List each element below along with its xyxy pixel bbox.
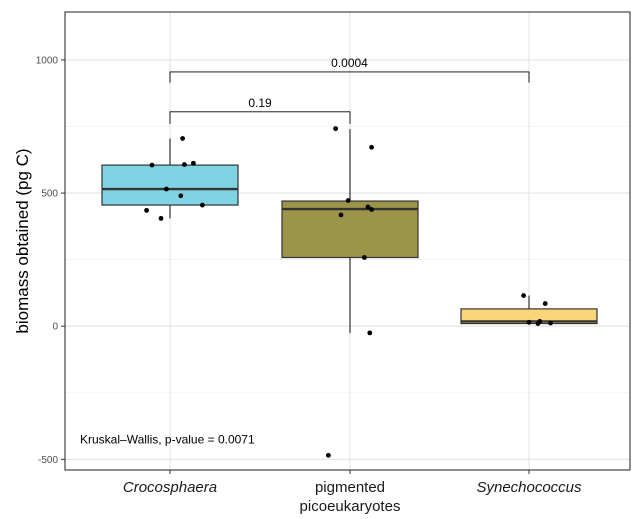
data-point xyxy=(326,452,331,458)
data-point xyxy=(164,186,169,192)
data-point xyxy=(548,320,553,326)
data-point xyxy=(191,160,196,166)
y-tick-label: 0 xyxy=(52,322,58,333)
data-point xyxy=(526,319,532,325)
kruskal-wallis-annotation: Kruskal–Wallis, p-value = 0.0071 xyxy=(80,432,255,446)
comparison-bracket xyxy=(169,71,530,83)
data-point xyxy=(367,330,373,336)
data-point xyxy=(369,144,374,150)
data-point xyxy=(158,215,164,221)
data-point xyxy=(200,202,205,208)
x-tick-label: Synechococcus xyxy=(476,479,582,496)
data-point xyxy=(149,162,155,168)
data-point xyxy=(365,204,371,210)
data-point xyxy=(362,255,367,260)
data-point xyxy=(338,212,344,218)
data-point xyxy=(345,198,351,203)
data-point xyxy=(180,136,186,141)
box-rect xyxy=(101,164,239,206)
x-tick-label: pigmented xyxy=(315,479,385,496)
data-point xyxy=(178,193,184,199)
comparison-pvalue: 0.0004 xyxy=(331,56,368,70)
data-point xyxy=(542,301,548,306)
x-tick-label: Crocosphaera xyxy=(123,479,217,496)
panel-border xyxy=(64,11,631,471)
y-tick-label: 500 xyxy=(41,189,58,200)
comparison-pvalue: 0.19 xyxy=(248,96,272,110)
y-tick-label: -500 xyxy=(38,455,58,466)
y-tick-label: 1000 xyxy=(36,55,59,66)
data-point xyxy=(521,293,526,298)
data-point xyxy=(144,207,150,213)
comparison-bracket xyxy=(169,111,351,124)
y-axis-title: biomass obtained (pg C) xyxy=(13,148,32,333)
data-point xyxy=(369,207,374,212)
data-point xyxy=(537,319,543,324)
x-tick-label: picoeukaryotes xyxy=(300,498,401,515)
data-point xyxy=(182,162,187,167)
data-point xyxy=(333,126,338,132)
